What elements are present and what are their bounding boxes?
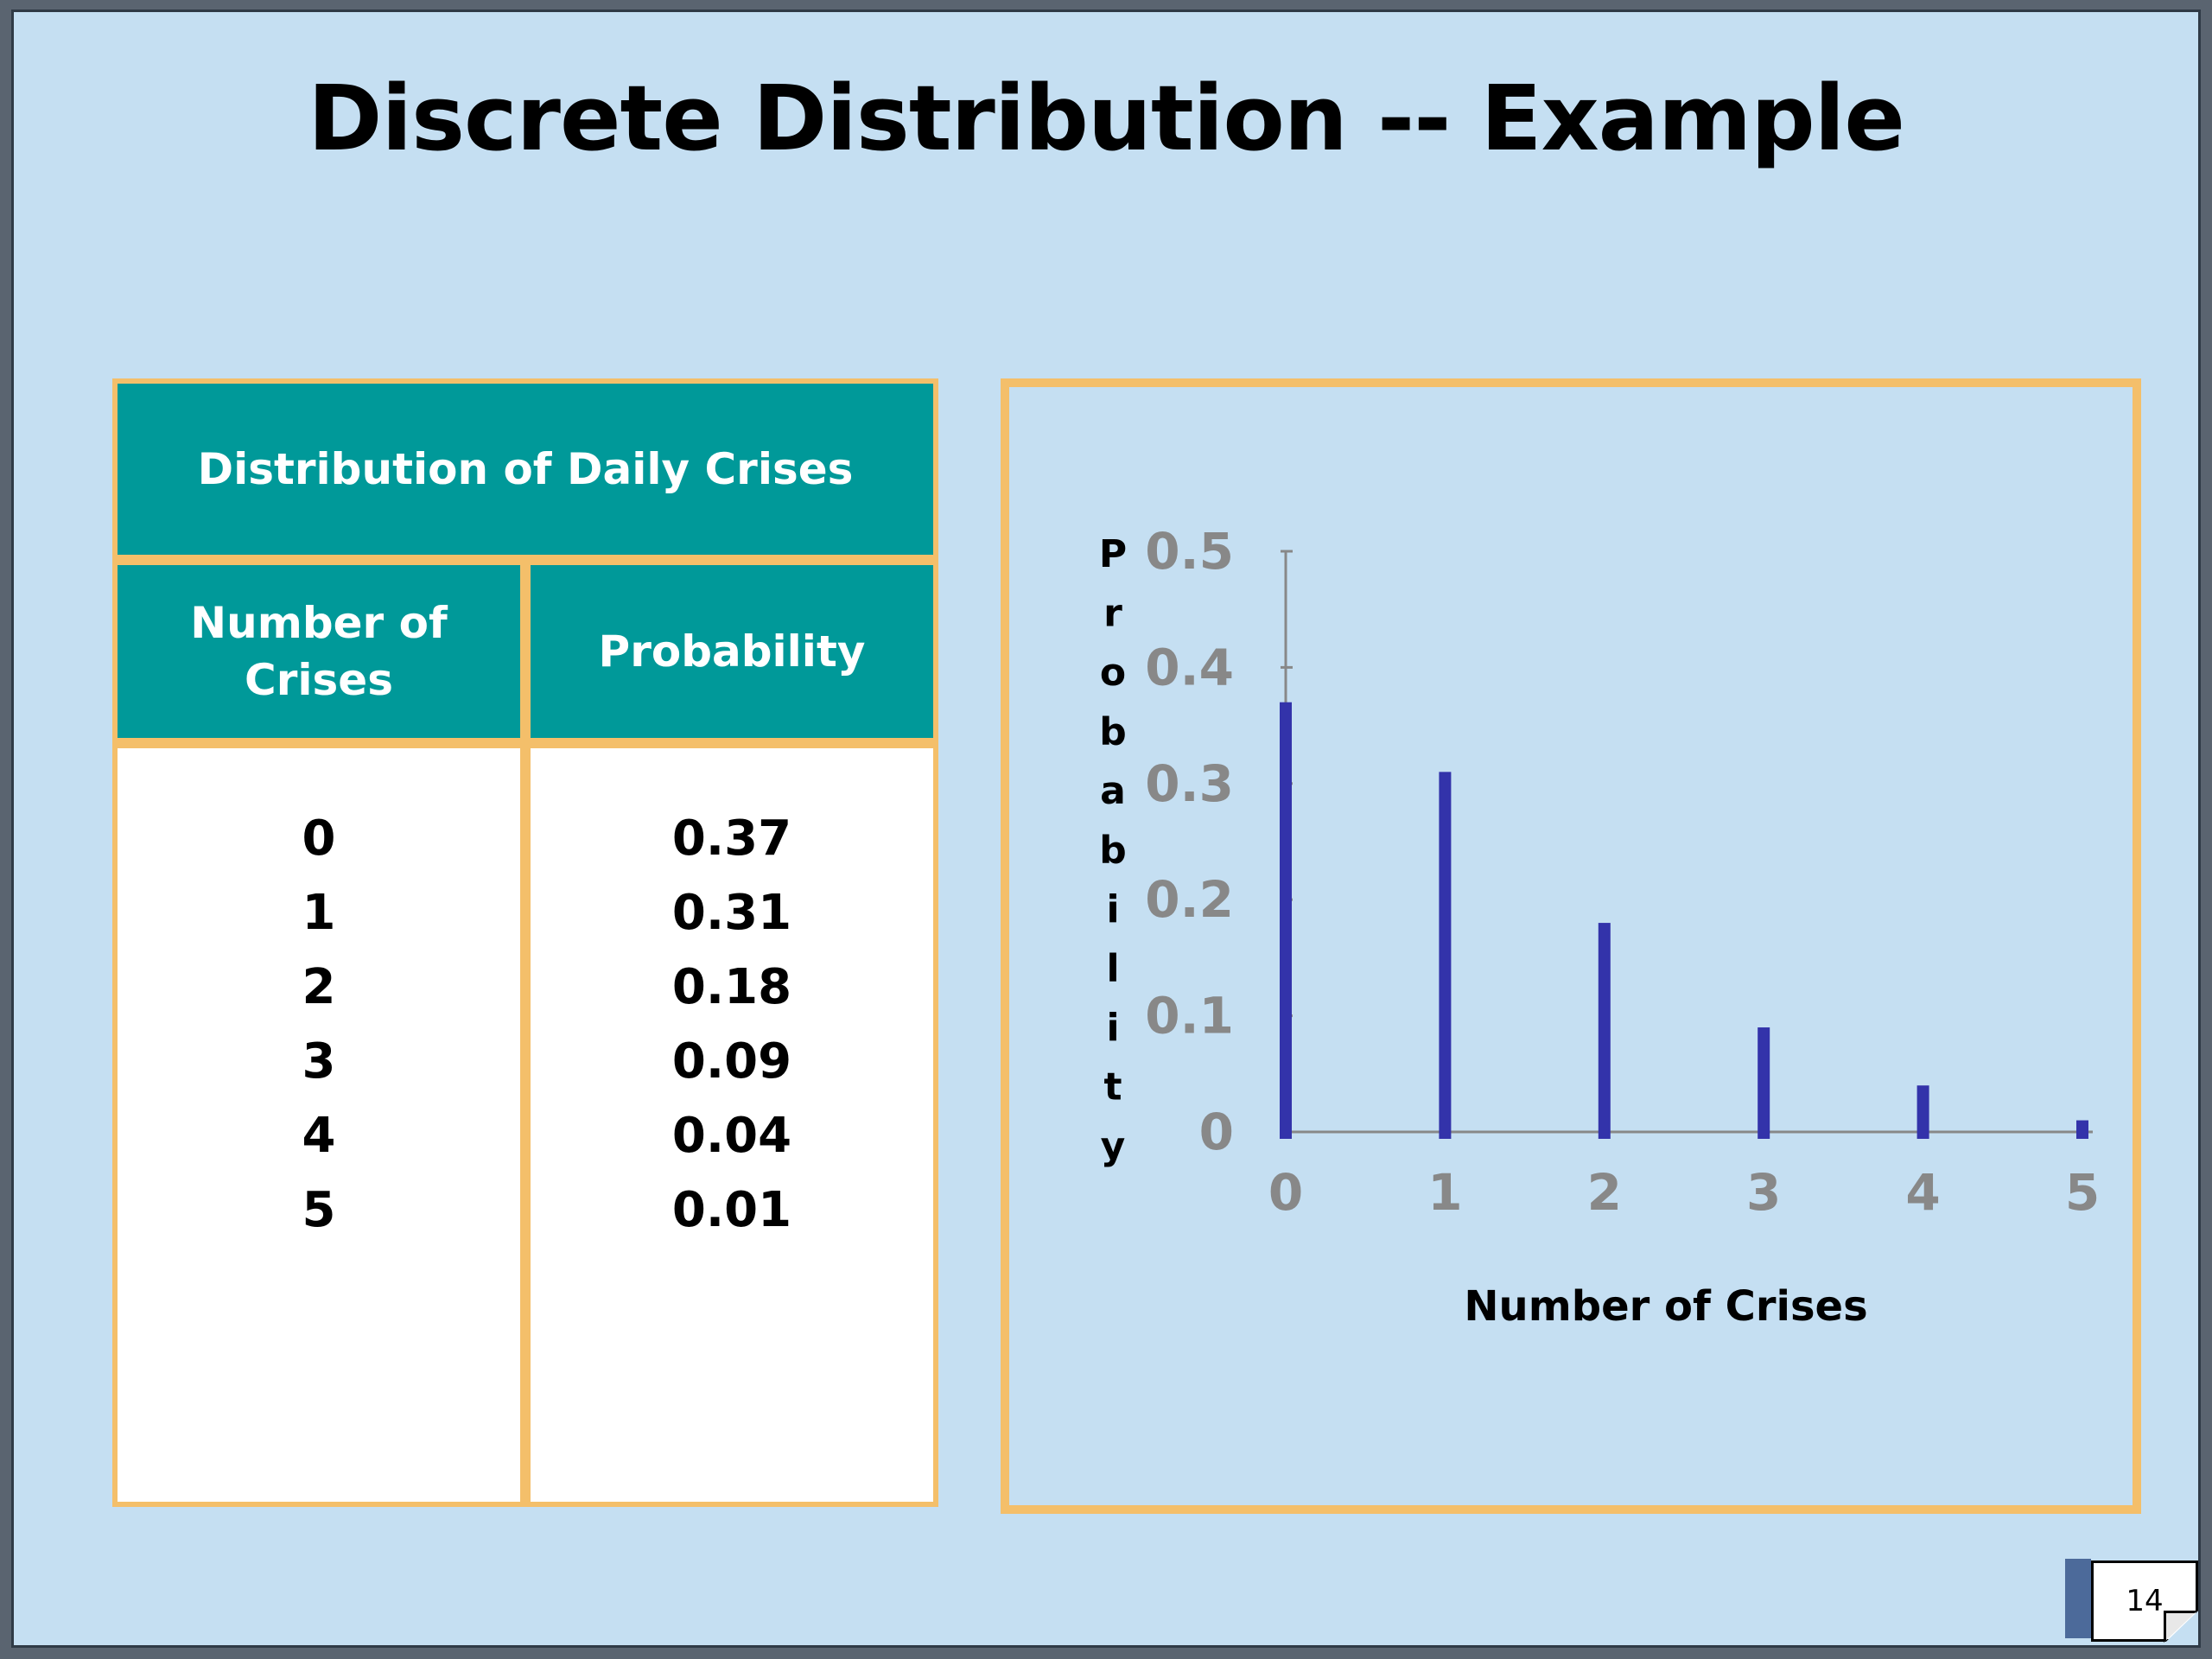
- probability-column: 0.37 0.31 0.18 0.09 0.04 0.01: [520, 741, 938, 1507]
- y-axis-label-letter: o: [1100, 651, 1126, 695]
- y-tick-label: 0.2: [1145, 870, 1234, 929]
- header-probability: Probability: [520, 555, 938, 748]
- y-tick-label: 0.5: [1145, 522, 1234, 581]
- y-axis-label-letter: i: [1106, 1006, 1119, 1050]
- y-axis-label-letter: i: [1106, 887, 1119, 931]
- page-number-accent: [2065, 1559, 2091, 1638]
- distribution-table: Distribution of Daily Crises Number of Cr…: [112, 378, 938, 1507]
- table-cell-crises: 1: [302, 885, 336, 941]
- y-tick-label: 0.3: [1145, 754, 1234, 813]
- bar: [1280, 702, 1292, 1139]
- bar: [1439, 772, 1452, 1139]
- y-axis-label-letter: b: [1099, 829, 1127, 873]
- table-cell-probability: 0.31: [671, 885, 792, 941]
- table-cell-crises: 5: [302, 1182, 336, 1238]
- bar: [1758, 1027, 1770, 1139]
- header-number-of-crises: Number of Crises: [112, 555, 528, 748]
- x-tick-label: 2: [1587, 1163, 1622, 1222]
- table-cell-crises: 2: [302, 959, 336, 1015]
- table-cell-crises: 3: [302, 1033, 336, 1090]
- y-tick-label: 0.4: [1145, 638, 1234, 696]
- y-tick-label: 0.1: [1145, 987, 1234, 1046]
- page-number: 14: [2091, 1560, 2198, 1642]
- x-tick-label: 3: [1746, 1163, 1781, 1222]
- x-tick-label: 1: [1427, 1163, 1462, 1222]
- slide-title: Discrete Distribution -- Example: [308, 66, 1905, 171]
- probability-chart: 00.10.20.30.40.50 1 2 3 4 5ProbabilityNumber …: [1099, 522, 2100, 1331]
- table-cell-probability: 0.01: [671, 1182, 792, 1238]
- table-cell-probability: 0.09: [671, 1033, 792, 1090]
- crises-column: 0 1 2 3 4 5: [112, 741, 528, 1507]
- bar: [2076, 1120, 2088, 1139]
- y-axis-label-letter: a: [1100, 769, 1126, 813]
- table-cell-crises: 4: [302, 1108, 336, 1164]
- table-cell-probability: 0.18: [671, 959, 792, 1015]
- y-axis-label-letter: l: [1106, 947, 1119, 991]
- y-axis-label-letter: P: [1099, 532, 1127, 576]
- y-axis-label-letter: y: [1101, 1124, 1126, 1168]
- bar: [1916, 1085, 1929, 1139]
- x-tick-label: 4: [1905, 1163, 1940, 1222]
- y-tick-label: 0: [1199, 1103, 1234, 1161]
- x-tick-label: 5: [2065, 1163, 2100, 1222]
- y-axis-label-letter: b: [1099, 710, 1127, 754]
- slide: Discrete Distribution -- Example Distrib…: [14, 12, 2198, 1645]
- table-cell-probability: 0.04: [671, 1108, 792, 1164]
- table-cell-crises: 0: [302, 810, 336, 867]
- x-tick-label: 0: [1268, 1163, 1303, 1222]
- y-axis-label-letter: t: [1103, 1065, 1122, 1109]
- table-cell-probability: 0.37: [671, 810, 792, 867]
- x-axis-label: Number of Crises: [1464, 1282, 1867, 1331]
- y-axis-label-letter: r: [1103, 592, 1122, 636]
- bar: [1598, 923, 1611, 1139]
- table-caption: Distribution of Daily Crises: [112, 378, 938, 563]
